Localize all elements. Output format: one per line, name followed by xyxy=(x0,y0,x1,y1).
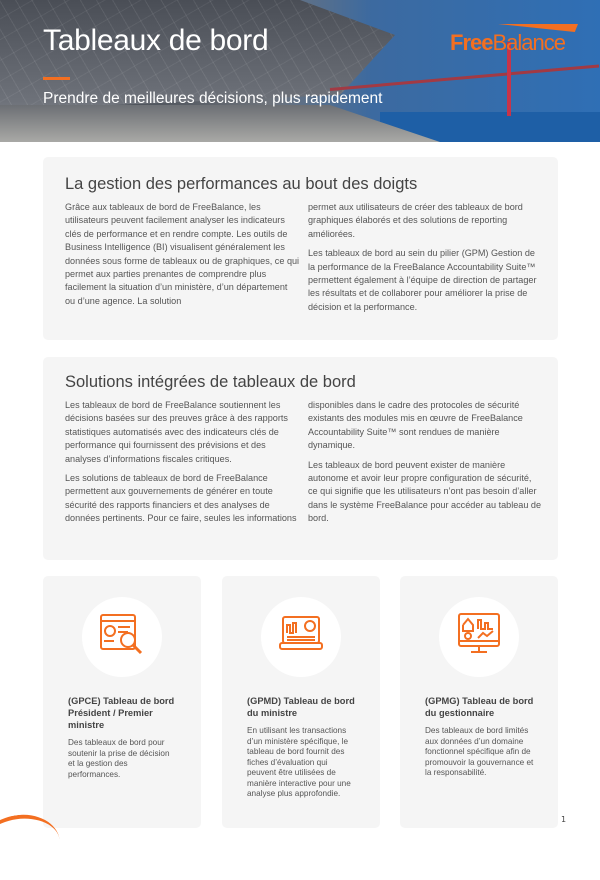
paragraph: Les solutions de tableaux de bord de Fre… xyxy=(65,473,297,524)
icon-circle xyxy=(439,597,519,677)
card-gpmg: (GPMG) Tableau de bord du gestionnaire D… xyxy=(400,576,558,828)
hero-banner: Tableaux de bord Prendre de meilleures d… xyxy=(0,0,600,142)
dashboard-search-icon xyxy=(100,614,143,655)
card-title: (GPMD) Tableau de bord du ministre xyxy=(247,696,355,718)
section-heading: Solutions intégrées de tableaux de bord xyxy=(65,373,356,391)
monitor-dashboard-icon xyxy=(458,613,500,653)
bridge-tower xyxy=(507,42,511,116)
paragraph: disponibles dans le cadre des protocoles… xyxy=(308,400,523,451)
paragraph: Les tableaux de bord peuvent exister de … xyxy=(308,459,542,524)
card-gpce: (GPCE) Tableau de bord Président / Premi… xyxy=(43,576,201,828)
page-title: Tableaux de bord xyxy=(43,24,269,57)
column-left: Grâce aux tableaux de bord de FreeBalanc… xyxy=(65,201,300,314)
card-description: Des tableaux de bord pour soutenir la pr… xyxy=(68,738,170,779)
paragraph: permet aux utilisateurs de créer des tab… xyxy=(308,202,523,239)
column-right: permet aux utilisateurs de créer des tab… xyxy=(308,201,543,320)
bridge xyxy=(329,64,600,91)
page-number: 1 xyxy=(561,815,567,824)
freebalance-logo: FreeBalance xyxy=(450,24,578,56)
paragraph: Grâce aux tableaux de bord de FreeBalanc… xyxy=(65,202,300,306)
icon-circle xyxy=(261,597,341,677)
card-description: En utilisant les transactions d’un minis… xyxy=(247,726,351,798)
icon-circle xyxy=(82,597,162,677)
section-integrated-solutions: Solutions intégrées de tableaux de bord … xyxy=(43,357,558,560)
column-right: disponibles dans le cadre des protocoles… xyxy=(308,399,543,532)
column-left: Les tableaux de bord de FreeBalance sout… xyxy=(65,399,300,532)
paragraph: Les tableaux de bord au sein du pilier (… xyxy=(308,248,537,312)
paragraph: Les tableaux de bord de FreeBalance sout… xyxy=(65,400,288,464)
promenade xyxy=(0,105,440,142)
page-subtitle: Prendre de meilleures décisions, plus ra… xyxy=(43,90,383,107)
card-title: (GPMG) Tableau de bord du gestionnaire xyxy=(425,696,534,718)
section-performance: La gestion des performances au bout des … xyxy=(43,157,558,340)
laptop-analytics-icon xyxy=(279,616,323,650)
card-description: Des tableaux de bord limités aux données… xyxy=(425,726,534,777)
card-gpmd: (GPMD) Tableau de bord du ministre En ut… xyxy=(222,576,380,828)
title-accent-bar xyxy=(43,77,70,80)
building-photo xyxy=(0,0,395,110)
card-title: (GPCE) Tableau de bord Président / Premi… xyxy=(68,696,175,730)
section-heading: La gestion des performances au bout des … xyxy=(65,175,418,193)
